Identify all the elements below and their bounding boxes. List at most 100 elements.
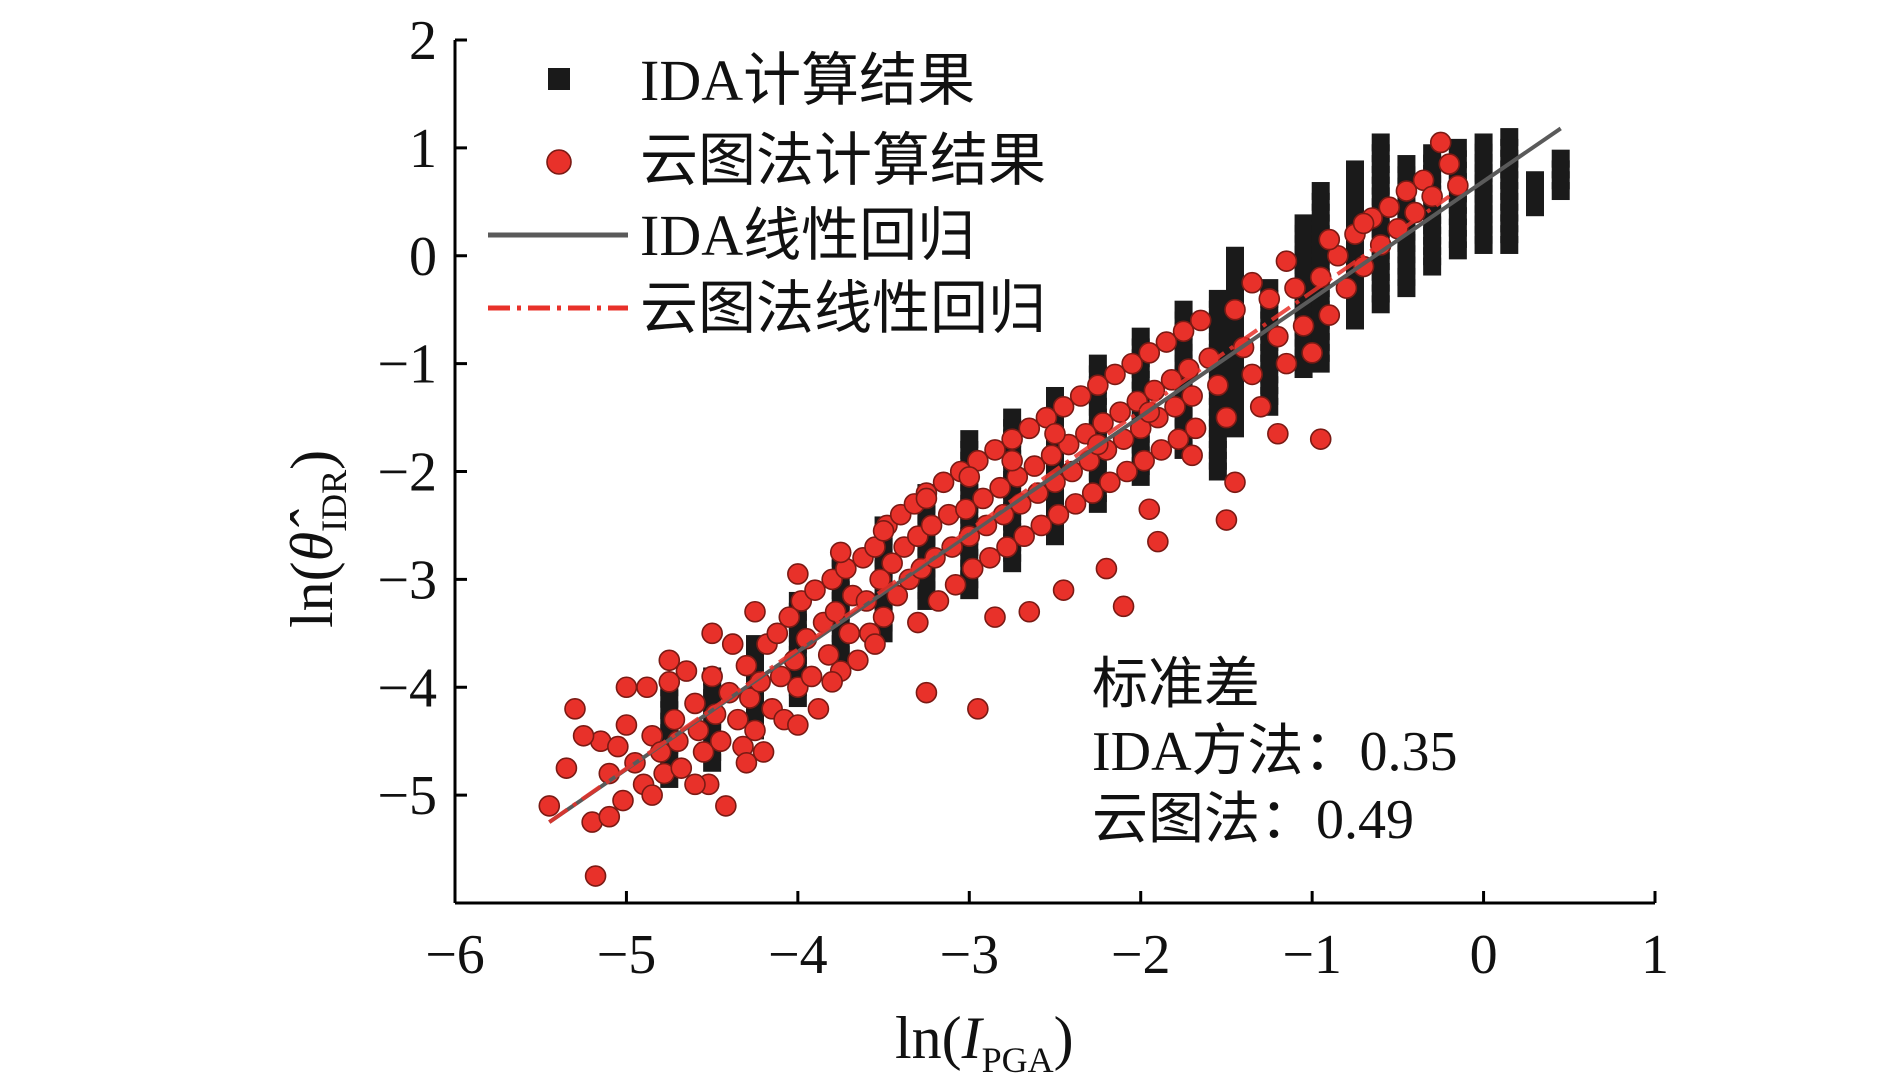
ida-point [1500,128,1519,147]
axes-group [453,38,1657,905]
cloud-point [847,649,869,672]
cloud-point [1215,406,1238,429]
x-tick-label: −6 [425,924,485,986]
cloud-point [744,600,766,623]
cloud-point [1052,395,1075,418]
cloud-point [1147,530,1169,553]
cloud-point [955,498,977,521]
cloud-point [829,541,852,564]
cloud-point [1429,131,1452,154]
std-annotation-title: 标准差 [1092,654,1260,716]
cloud-point [701,622,723,645]
cloud-point [641,784,663,806]
y-tick-label: −2 [377,442,437,504]
cloud-point [1184,417,1207,440]
cloud-point [807,698,830,720]
ida-point [1551,149,1570,168]
x-tick-label: −2 [1111,924,1171,986]
cloud-point [787,563,809,585]
ida-point [1003,408,1022,427]
cloud-point [944,573,967,596]
y-tick-label: −1 [377,334,437,396]
cloud-point [709,730,732,752]
cloud-point [735,751,758,774]
y-tick-label: 2 [409,10,437,72]
cloud-point [961,557,984,580]
cloud-point [1099,471,1121,494]
ida-point [1226,246,1244,265]
x-axis-title: ln(IPGA) [895,1005,1074,1073]
cloud-point [1284,277,1306,299]
cloud-point [1301,342,1323,364]
cloud-point [663,708,686,731]
cloud-point [800,665,823,688]
cloud-point [1421,185,1443,208]
legend-label: 云图法计算结果 [640,128,1046,193]
cloud-point [1069,385,1092,407]
cloud-point [1143,379,1166,402]
cloud-point [684,773,706,796]
cloud-point [1241,363,1263,386]
cloud-point [1241,271,1263,294]
cloud-point [787,714,809,736]
cloud-point [1249,395,1272,418]
x-axis-title-suffix: ) [1054,1005,1074,1071]
cloud-point [715,795,737,817]
ida-point [1174,300,1193,319]
cloud-point [752,741,775,763]
cloud-point [721,633,744,655]
ida-point [1448,138,1467,157]
cloud-point [1224,471,1246,494]
x-tick-label: −5 [597,924,657,986]
ida-point [1526,171,1544,190]
ida-point [1088,354,1107,373]
cloud-point [1116,460,1138,483]
x-tick-label: −3 [939,924,999,986]
cloud-point [538,795,561,817]
tick-labels-group: −6 −5 −4 −3 −2 −1 0 1 −5 −4 −3 −2 −1 0 1 2 [377,10,1669,986]
y-axis-title-prefix: ln( [279,561,345,628]
cloud-point [989,476,1011,499]
ida-point [960,430,979,449]
x-tick-label: −1 [1282,924,1342,986]
cloud-point [766,622,789,645]
legend-cloud-marker [546,149,572,175]
cloud-point [1013,525,1035,548]
cloud-point [1081,482,1104,504]
cloud-point [958,466,981,488]
y-tick-label: −3 [377,549,437,611]
x-axis-title-var: I [961,1005,985,1071]
cloud-point [1138,498,1161,521]
cloud-point [1258,288,1281,310]
legend-label: IDA线性回归 [640,203,975,268]
ida-point [1311,182,1330,201]
cloud-point [684,692,706,715]
cloud-points-group [538,131,1469,887]
x-tick-label: −4 [768,924,828,986]
cloud-point [817,644,840,666]
cloud-point [1352,212,1375,235]
cloud-point [984,439,1006,461]
x-tick-label: 0 [1470,924,1498,986]
cloud-point [1181,444,1203,467]
cloud-point [1112,595,1135,618]
cloud-point [564,698,586,720]
cloud-point [1040,444,1063,467]
cloud-point [1092,412,1114,434]
cloud-point [1064,493,1087,515]
cloud-point [881,552,903,574]
cloud-point [1309,428,1332,450]
cloud-point [636,676,658,699]
cloud-point [675,660,698,682]
cloud-point [984,606,1006,628]
cloud-point [1275,352,1298,375]
cloud-point [769,665,792,688]
cloud-point [1378,196,1401,219]
cloud-point [1001,449,1023,472]
cloud-point [1395,180,1418,202]
std-annotation: 标准差 IDA方法：0.35 云图法：0.49 [1092,654,1458,851]
cloud-point [915,681,938,704]
cloud-point [920,514,943,537]
